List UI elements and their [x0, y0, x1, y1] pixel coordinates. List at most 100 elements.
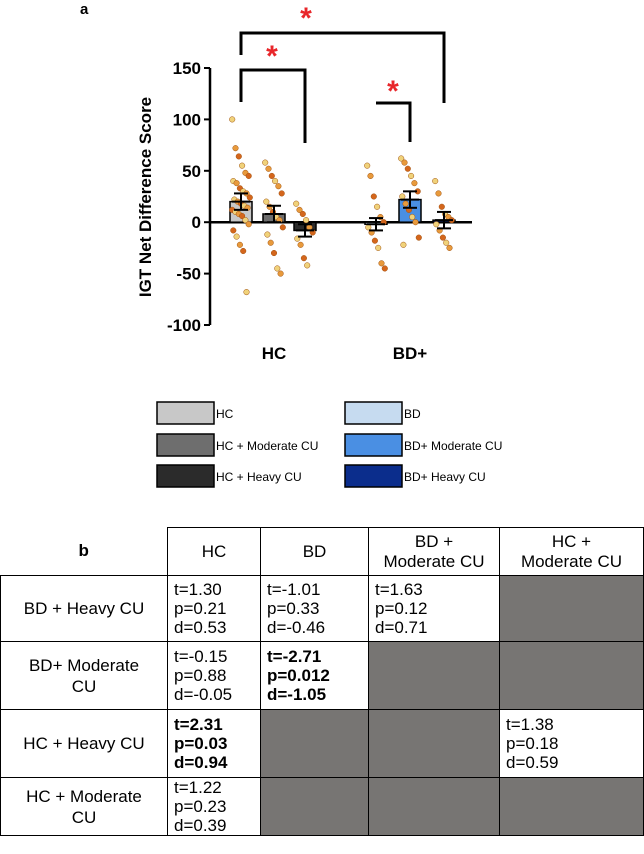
empty-cell	[499, 575, 644, 642]
data-point	[232, 145, 239, 152]
data-point	[378, 260, 385, 267]
column-header: BD + Moderate CU	[368, 527, 500, 576]
data-point	[274, 265, 281, 272]
row-header: HC + Heavy CU	[0, 709, 168, 778]
legend-swatch	[344, 464, 403, 488]
empty-cell	[499, 641, 644, 710]
stat-cell: t=1.22 p=0.23 d=0.39	[167, 777, 261, 836]
empty-cell	[368, 641, 500, 710]
stat-cell: t=-2.71 p=0.012 d=-1.05	[260, 641, 369, 710]
stat-p-value: p=0.23	[174, 797, 227, 816]
row-header: BD+ Moderate CU	[0, 641, 168, 710]
stat-t-value: t=-1.01	[267, 580, 321, 599]
empty-cell	[260, 709, 369, 778]
data-point	[239, 212, 246, 220]
stat-cell: t=2.31 p=0.03 d=0.94	[167, 709, 261, 778]
stat-d-value: d=0.39	[174, 816, 227, 835]
stat-t-value: t=2.31	[174, 715, 223, 734]
stat-t-value: t=1.38	[506, 715, 554, 734]
data-point	[404, 165, 411, 172]
data-point	[245, 172, 252, 179]
row-header: HC + Moderate CU	[0, 777, 168, 836]
x-category-label: BD+	[393, 344, 428, 363]
legend-label: HC	[216, 407, 234, 421]
data-point	[370, 193, 377, 200]
legend-label: HC + Moderate CU	[216, 439, 318, 453]
data-point	[371, 237, 378, 244]
stats-table: b HC BD BD + Moderate CU HC + Moderate CU …	[0, 527, 644, 836]
data-point	[435, 190, 442, 197]
data-point	[267, 239, 274, 246]
significance-bracket	[239, 31, 446, 103]
legend-swatch	[344, 433, 403, 457]
data-point	[245, 221, 252, 228]
empty-cell	[368, 777, 500, 836]
stat-d-value: d=-1.05	[267, 685, 327, 704]
data-point	[230, 227, 237, 234]
data-point	[398, 155, 405, 162]
data-point	[409, 214, 416, 221]
data-point	[233, 180, 240, 187]
stat-cell: t=1.38 p=0.18 d=0.59	[499, 709, 644, 778]
stat-d-value: d=-0.05	[174, 685, 233, 704]
y-tick-label: 150	[173, 59, 201, 78]
stat-d-value: d=-0.46	[267, 618, 326, 637]
legend-swatch	[156, 433, 215, 457]
data-point	[300, 255, 307, 262]
x-category-label: HC	[262, 344, 287, 363]
data-point	[268, 172, 275, 179]
data-point	[439, 234, 446, 241]
legend-label: BD+ Moderate CU	[404, 439, 502, 453]
y-tick-label: 0	[192, 213, 201, 232]
empty-cell	[368, 709, 500, 778]
stat-t-value: t=-0.15	[174, 647, 228, 666]
data-point	[243, 289, 250, 296]
data-point	[240, 247, 247, 255]
table-row: BD + Heavy CU t=1.30 p=0.21 d=0.53 t=-1.01 p=…	[0, 575, 644, 642]
data-point	[235, 153, 242, 160]
significance-star: *	[387, 75, 399, 108]
data-point	[277, 270, 284, 277]
column-header: HC	[167, 527, 261, 576]
table-row: BD+ Moderate CU t=-0.15 p=0.88 d=-0.05 t=-2.7…	[0, 641, 644, 710]
plot-area: -100 -50 0 50 100 150 HC BD+ * * *	[167, 2, 472, 363]
data-point	[367, 172, 374, 179]
data-point	[443, 239, 450, 246]
data-point	[272, 178, 279, 185]
data-point	[306, 224, 313, 231]
stat-d-value: d=0.53	[174, 618, 227, 637]
data-point	[408, 172, 415, 179]
significance-star: *	[266, 40, 278, 73]
data-point	[278, 190, 285, 197]
stat-p-value: p=0.03	[174, 734, 228, 753]
data-point	[279, 224, 286, 231]
column-header: HC + Moderate CU	[499, 527, 644, 576]
stat-p-value: p=0.33	[267, 599, 320, 618]
stat-p-value: p=0.21	[174, 599, 227, 618]
empty-cell	[499, 777, 644, 836]
column-header: BD	[260, 527, 369, 576]
stat-cell: t=-0.15 p=0.88 d=-0.05	[167, 641, 261, 710]
stat-cell: t=-1.01 p=0.33 d=-0.46	[260, 575, 369, 642]
empty-cell	[260, 777, 369, 836]
table-header-row: b HC BD BD + Moderate CU HC + Moderate CU	[0, 527, 644, 576]
stat-cell: t=1.63 p=0.12 d=0.71	[368, 575, 500, 642]
data-point	[236, 241, 243, 248]
data-point	[265, 165, 272, 172]
stat-cell: t=1.30 p=0.21 d=0.53	[167, 575, 261, 642]
y-tick-label: 50	[182, 162, 201, 181]
table-row: HC + Moderate CU t=1.22 p=0.23 d=0.39	[0, 777, 644, 836]
row-header: BD + Heavy CU	[0, 575, 168, 642]
stat-t-value: t=-2.71	[267, 647, 322, 666]
legend-label: HC + Heavy CU	[216, 470, 302, 484]
data-point	[297, 241, 304, 248]
data-point	[415, 234, 422, 241]
data-point	[229, 116, 236, 123]
data-point	[262, 159, 269, 166]
legend-swatch	[156, 401, 215, 425]
data-point	[412, 219, 419, 226]
data-point	[239, 162, 246, 169]
legend-label: BD	[404, 407, 421, 421]
data-point	[399, 193, 406, 200]
data-point	[381, 265, 388, 272]
